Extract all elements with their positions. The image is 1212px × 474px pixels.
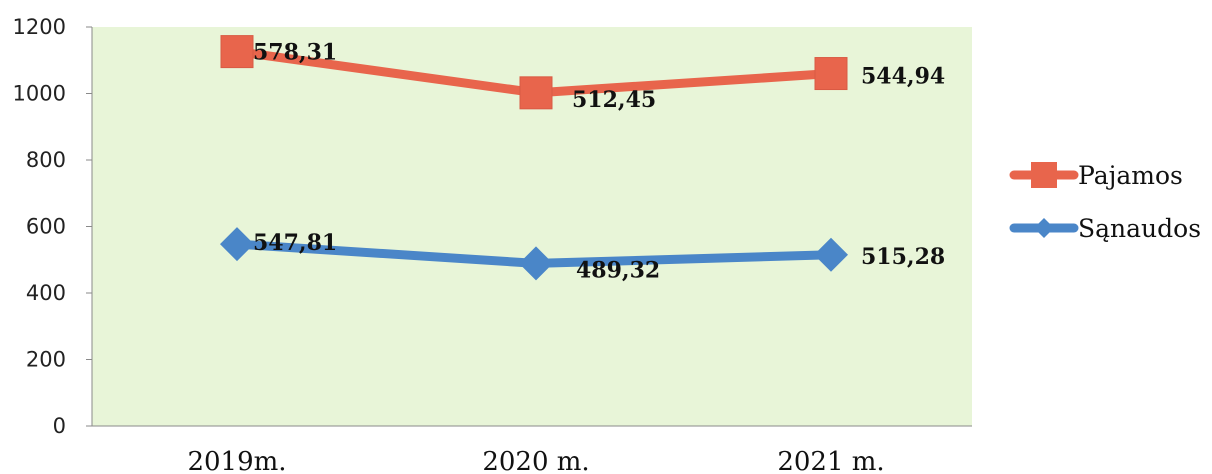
y-tick-label: 200 [26,348,66,372]
y-tick-label: 1000 [13,82,66,106]
data-labels: 578,31 512,45 544,94 547,81 489,32 515,28 [253,40,945,284]
data-label: 489,32 [576,257,660,283]
series-sanaudos [220,227,848,281]
y-axis: 0 200 400 600 800 1000 1200 [13,15,93,438]
y-tick-label: 400 [26,281,66,305]
x-axis: 2019m. 2020 m. 2021 m. [92,425,972,474]
y-tick-label: 600 [26,215,66,239]
legend-item: Pajamos [1009,161,1183,190]
series-layer [220,35,848,281]
legend: Pajamos Sąnaudos [1009,161,1201,243]
diamond-marker [519,246,553,281]
data-label: 547,81 [253,230,337,256]
x-tick-label: 2019m. [187,447,286,474]
diamond-marker [220,227,254,262]
square-marker [814,57,848,91]
data-label: 544,94 [861,64,945,90]
y-tick-label: 1200 [13,15,66,39]
legend-label: Sąnaudos [1078,214,1201,243]
square-marker [220,35,254,69]
y-tick-label: 800 [26,148,66,172]
legend-square-marker [1031,162,1057,188]
series-pajamos [220,35,848,110]
legend-item: Sąnaudos [1009,214,1201,243]
diamond-marker [814,237,848,272]
legend-label: Pajamos [1078,161,1183,190]
x-tick-label: 2021 m. [777,447,884,474]
square-marker [519,76,553,110]
data-label: 578,31 [253,40,337,66]
y-tick-label: 0 [53,414,66,438]
x-tick-label: 2020 m. [482,447,589,474]
legend-diamond-marker [1034,218,1054,238]
data-label: 512,45 [572,87,656,113]
data-label: 515,28 [861,244,945,270]
